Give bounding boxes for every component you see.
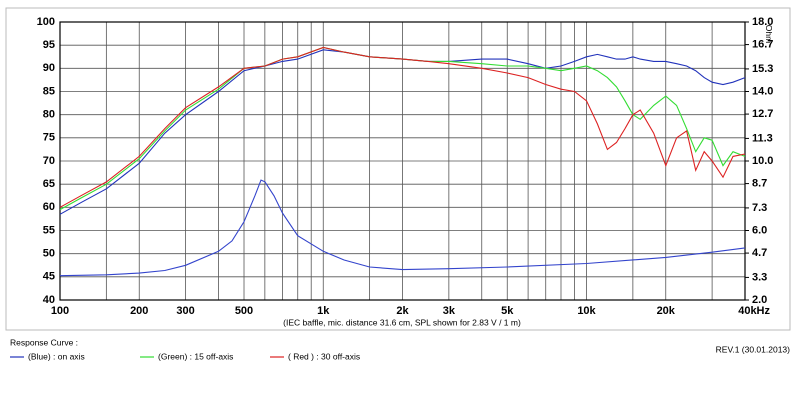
y2-tick-label: 7.3 bbox=[752, 202, 767, 214]
x-tick-label: 100 bbox=[51, 305, 69, 317]
y2-tick-label: 2.0 bbox=[752, 294, 767, 306]
y-tick-label: 70 bbox=[43, 155, 55, 167]
y2-tick-label: 10.0 bbox=[752, 155, 773, 167]
y-tick-label: 85 bbox=[43, 85, 55, 97]
y-tick-label: 45 bbox=[43, 271, 55, 283]
series-line bbox=[59, 46, 746, 208]
x-tick-label: 10k bbox=[577, 305, 596, 317]
y-tick-label: 55 bbox=[43, 224, 55, 236]
y2-tick-label: 16.7 bbox=[752, 38, 773, 50]
x-tick-label: 1k bbox=[317, 305, 330, 317]
y2-tick-label: 6.0 bbox=[752, 224, 767, 236]
y2-tick-label: 11.3 bbox=[752, 132, 773, 144]
x-tick-label: 200 bbox=[130, 305, 148, 317]
y2-tick-label: 3.3 bbox=[752, 271, 767, 283]
series-line bbox=[59, 179, 746, 277]
legend-label: (Green) : 15 off-axis bbox=[158, 351, 233, 361]
y-tick-label: 100 bbox=[37, 16, 55, 28]
legend-label: ( Red ) : 30 off-axis bbox=[288, 351, 360, 361]
y-tick-label: 80 bbox=[43, 109, 55, 121]
plot-border bbox=[59, 21, 746, 301]
y-tick-label: 75 bbox=[43, 132, 55, 144]
legend-title: Response Curve : bbox=[10, 337, 78, 347]
caption: (IEC baffle, mic. distance 31.6 cm, SPL … bbox=[283, 317, 521, 327]
x-tick-label: 500 bbox=[235, 305, 253, 317]
y2-label: Ohm bbox=[764, 25, 774, 43]
series-line bbox=[59, 49, 746, 215]
legend-label: (Blue) : on axis bbox=[28, 351, 85, 361]
y-tick-label: 60 bbox=[43, 201, 55, 213]
x-tick-label: 2k bbox=[396, 305, 409, 317]
x-tick-label: 3k bbox=[443, 305, 456, 317]
x-tick-label: 5k bbox=[501, 305, 514, 317]
x-tick-label: 300 bbox=[176, 305, 194, 317]
x-tick-label: 20k bbox=[657, 305, 676, 317]
y-tick-label: 50 bbox=[43, 248, 55, 260]
y-tick-label: 90 bbox=[43, 62, 55, 74]
revision: REV.1 (30.01.2013) bbox=[716, 344, 791, 354]
series-line bbox=[59, 46, 746, 211]
y2-tick-label: 18.0 bbox=[752, 16, 773, 28]
y-tick-label: 65 bbox=[43, 178, 55, 190]
chart-frame bbox=[5, 7, 791, 331]
y2-tick-label: 12.7 bbox=[752, 108, 773, 120]
y2-tick-label: 14.0 bbox=[752, 85, 773, 97]
y2-tick-label: 4.7 bbox=[752, 247, 767, 259]
y2-tick-label: 8.7 bbox=[752, 177, 767, 189]
y-tick-label: 95 bbox=[43, 39, 55, 51]
x-tick-label: 40kHz bbox=[738, 305, 770, 317]
y-tick-label: 40 bbox=[43, 294, 55, 306]
y2-tick-label: 15.3 bbox=[752, 63, 773, 75]
